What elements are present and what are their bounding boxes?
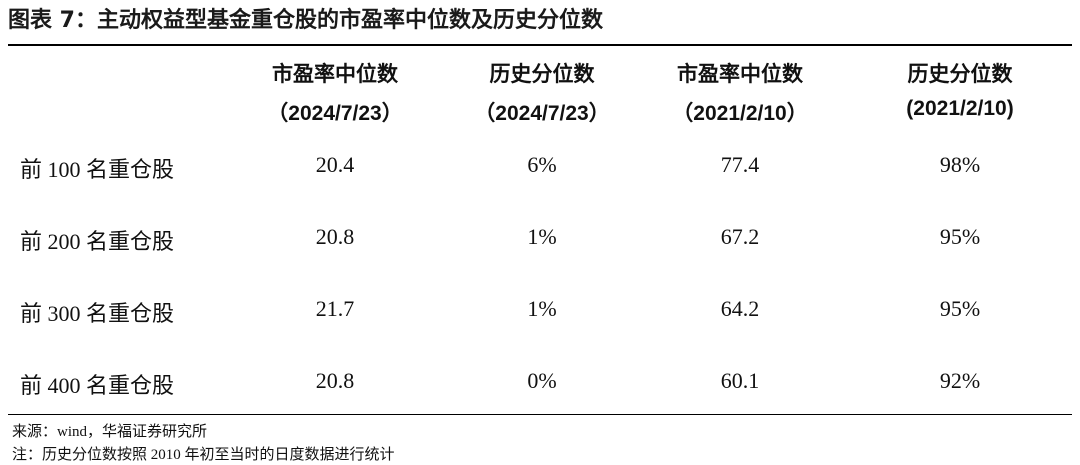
- cell: 20.4: [315, 152, 355, 177]
- column-date: (2021/2/10): [906, 97, 1014, 120]
- cell: 92%: [939, 368, 981, 393]
- cell: 0%: [527, 368, 557, 393]
- cell: 6%: [527, 152, 557, 177]
- cell: 1%: [527, 296, 557, 321]
- bottom-rule: [8, 414, 1072, 415]
- title: 图表 7：主动权益型基金重仓股的市盈率中位数及历史分位数: [8, 8, 603, 33]
- column-date: （2021/2/10）: [672, 102, 808, 125]
- column-name: 市盈率中位数: [272, 62, 398, 86]
- source: 来源：wind，华福证券研究所: [12, 424, 208, 440]
- cell: 20.8: [315, 224, 355, 249]
- row-label: 前 300 名重仓股: [20, 301, 175, 326]
- cell: 77.4: [720, 152, 760, 177]
- note: 注：历史分位数按照 2010 年初至当时的日度数据进行统计: [12, 447, 395, 463]
- column-name: 历史分位数: [489, 62, 595, 86]
- cell: 95%: [939, 224, 981, 249]
- cell: 95%: [939, 296, 981, 321]
- cell: 20.8: [315, 368, 355, 393]
- row-label: 前 100 名重仓股: [20, 157, 175, 182]
- row-label: 前 200 名重仓股: [20, 229, 175, 254]
- column-date: （2024/7/23）: [267, 102, 403, 125]
- column-name: 历史分位数: [907, 62, 1013, 86]
- cell: 64.2: [720, 296, 760, 321]
- cell: 67.2: [720, 224, 760, 249]
- column-date: （2024/7/23）: [474, 102, 610, 125]
- cell: 98%: [939, 152, 981, 177]
- top-rule: [8, 44, 1072, 46]
- cell: 21.7: [315, 296, 355, 321]
- cell: 1%: [527, 224, 557, 249]
- column-name: 市盈率中位数: [677, 62, 803, 86]
- cell: 60.1: [720, 368, 760, 393]
- row-label: 前 400 名重仓股: [20, 373, 175, 398]
